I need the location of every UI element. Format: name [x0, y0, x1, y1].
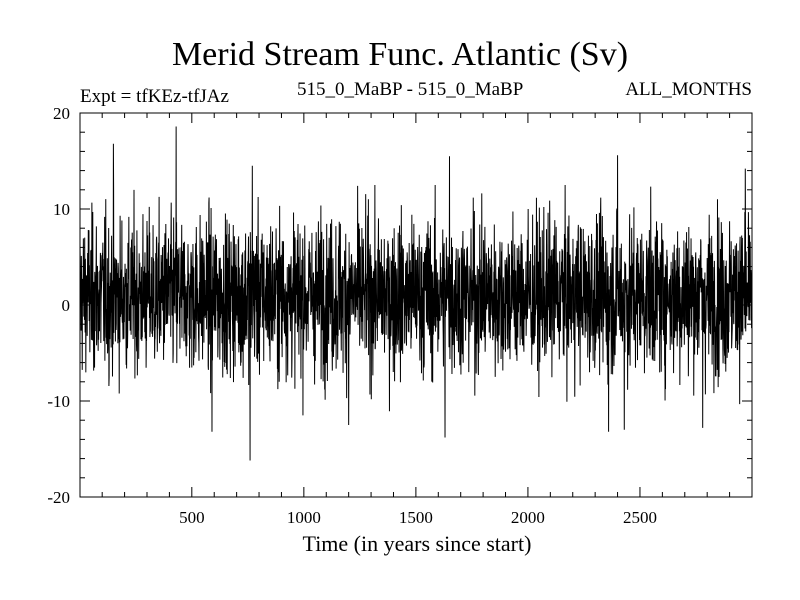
run-label: 515_0_MaBP - 515_0_MaBP [297, 79, 524, 100]
x-tick-label: 2500 [623, 508, 657, 527]
x-tick-label: 1000 [287, 508, 321, 527]
series-line [79, 126, 753, 461]
y-tick-label: -10 [47, 392, 70, 411]
x-tick-label: 1500 [399, 508, 433, 527]
x-tick-label: 2000 [511, 508, 545, 527]
x-axis-label: Time (in years since start) [303, 531, 532, 556]
chart-title: Merid Stream Func. Atlantic (Sv) [171, 36, 629, 73]
y-tick-label: 10 [53, 200, 70, 219]
y-tick-label: 20 [53, 104, 70, 123]
experiment-label: Expt = tfKEz-tfJAz [80, 86, 229, 107]
x-tick-label: 500 [179, 508, 205, 527]
y-tick-label: 0 [62, 296, 71, 315]
months-label: ALL_MONTHS [625, 79, 752, 100]
y-tick-label: -20 [47, 488, 70, 507]
